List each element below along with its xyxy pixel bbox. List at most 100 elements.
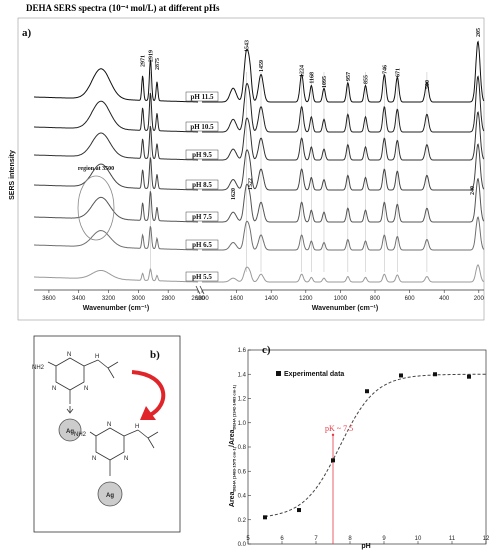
ring-n-2: N bbox=[52, 386, 56, 392]
scatter-y-tick-label: 1.0 bbox=[238, 421, 247, 427]
ph-label-box bbox=[185, 179, 219, 190]
ag-sphere-lower: Ag bbox=[97, 481, 123, 507]
right-tick-label: 200 bbox=[474, 296, 485, 302]
right-tick-label: 400 bbox=[439, 296, 450, 302]
peak-label: 2971 bbox=[141, 55, 147, 67]
pk-annotation: pK ~ 7.5 bbox=[325, 424, 353, 433]
spectrum-left-line bbox=[34, 157, 198, 191]
region-3500-ellipse bbox=[77, 175, 115, 241]
left-tick-label: 3600 bbox=[42, 296, 56, 302]
peak-label: 1543 bbox=[244, 40, 250, 52]
scatter-y-tick-label: 0.0 bbox=[238, 542, 247, 548]
ph-label: pH 11.5 bbox=[191, 93, 214, 101]
ph-label: pH 10.5 bbox=[190, 123, 214, 131]
spectrum-right-line bbox=[202, 75, 485, 133]
peak-label: 1224 bbox=[300, 65, 306, 77]
ph-label: pH 8.5 bbox=[192, 181, 212, 189]
peak-label: 855 bbox=[363, 75, 369, 84]
right-tick-label: 800 bbox=[370, 296, 381, 302]
spectrum-right-line bbox=[202, 264, 485, 283]
left-tick-label: 2600 bbox=[191, 296, 205, 302]
axis-break-mark bbox=[195, 285, 201, 295]
peak-guide-lines bbox=[150, 72, 428, 272]
peak-label: 500 bbox=[425, 80, 431, 89]
right-tick-label: 1000 bbox=[334, 296, 348, 302]
scatter-x-label: pH bbox=[361, 543, 370, 550]
ph-labels: pH 11.5 pH 10.5 pH 9.5 pH 8.5 pH 7.5 pH 6.5 pH… bbox=[185, 91, 219, 282]
peak-label: 205 bbox=[476, 28, 482, 37]
right-tick-label: 1600 bbox=[230, 296, 244, 302]
amine-label-upper: NH2 bbox=[32, 365, 45, 371]
legend-label: Experimental data bbox=[284, 371, 344, 378]
data-point bbox=[365, 389, 369, 394]
panel-b-label: b) bbox=[150, 349, 160, 361]
spectrum-right-line bbox=[202, 40, 485, 103]
hydrogen-label-lower: H bbox=[135, 424, 139, 430]
spectrum-left-line bbox=[34, 92, 198, 133]
data-point bbox=[263, 515, 267, 520]
y-label-sub1: DEHA (1483-1575 cm-1) bbox=[232, 446, 237, 491]
data-point bbox=[467, 374, 471, 379]
ph-label-box bbox=[185, 211, 219, 222]
right-tick-label: 1800 bbox=[195, 296, 209, 302]
spectra-left-x-ticks: 3600 3400 3200 3000 2800 2600 bbox=[42, 290, 205, 302]
region-annotation: region at 3500 bbox=[78, 166, 114, 172]
spectrum-left-line bbox=[34, 125, 198, 161]
ph-label-box bbox=[185, 271, 219, 282]
legend-marker bbox=[276, 371, 281, 376]
spectrum-left-line bbox=[34, 267, 198, 283]
scatter-x-tick-label: 8 bbox=[348, 536, 352, 542]
scatter-x-tick-label: 5 bbox=[246, 536, 250, 542]
scatter-y-tick-label: 1.6 bbox=[238, 348, 247, 354]
ph-label: pH 7.5 bbox=[192, 213, 212, 221]
spectrum-right-line bbox=[202, 111, 485, 161]
peak-label: 746 bbox=[382, 65, 388, 74]
scatter-x-tick-label: 11 bbox=[449, 536, 456, 542]
spectra-right-x-ticks: 1800 1600 1400 1200 1000 800 600 400 200 bbox=[195, 290, 484, 302]
y-label-sub2: DEHA (1342-1483 cm-1) bbox=[232, 384, 237, 429]
ph-label: pH 9.5 bbox=[192, 151, 212, 159]
peak-label: 240 bbox=[470, 186, 476, 195]
spectrum-left-line bbox=[34, 191, 198, 223]
red-arrow bbox=[131, 370, 166, 417]
ring-n-3: N bbox=[84, 386, 88, 392]
ring-n-4: N bbox=[107, 422, 111, 428]
right-tick-label: 1200 bbox=[299, 296, 313, 302]
hydrogen-label-upper: H bbox=[95, 354, 99, 360]
spectrum-right-line bbox=[202, 216, 485, 251]
scatter-y-tick-label: 0.8 bbox=[238, 445, 247, 451]
peak-label: 957 bbox=[346, 72, 352, 81]
scatter-y-tick-label: 1.4 bbox=[238, 372, 247, 378]
spectrum-right-line bbox=[202, 143, 485, 191]
amine-label-lower: NH2 bbox=[74, 432, 87, 438]
scatter-y-tick-label: 0.2 bbox=[238, 518, 247, 524]
ag-label-lower: Ag bbox=[106, 493, 114, 499]
scatter-y-tick-label: 0.6 bbox=[238, 469, 247, 475]
scatter-x-tick-label: 10 bbox=[415, 536, 422, 542]
pk-marker: pK ~ 7.5 bbox=[325, 424, 353, 544]
spectra-right-x-label: Wavenumber (cm⁻¹) bbox=[312, 305, 378, 312]
scatter-x-tick-label: 9 bbox=[382, 536, 386, 542]
scatter-points bbox=[263, 372, 471, 520]
ph-label-box bbox=[185, 239, 219, 250]
figure-title: DEHA SERS spectra (10⁻⁴ mol/L) at differ… bbox=[26, 3, 220, 13]
panel-c-axes bbox=[247, 349, 487, 545]
scatter-ticks: 5 6 7 8 9 10 11 12 0.0 0.2 0.4 0.6 0.8 1.0 1.2 1.4 1.6 bbox=[238, 348, 490, 548]
red-arrow-head bbox=[140, 406, 156, 420]
left-tick-label: 3200 bbox=[102, 296, 116, 302]
scatter-x-tick-label: 7 bbox=[314, 536, 318, 542]
ring-n-5: N bbox=[92, 456, 96, 462]
peak-label: 2919 bbox=[148, 50, 154, 62]
scatter-y-label: AreaDEHA (1483-1575 cm-1)/AreaDEHA (1342… bbox=[229, 384, 237, 507]
spectra-y-label: SERS intensity bbox=[9, 150, 16, 200]
ph-label-box bbox=[185, 149, 219, 160]
spectrum-left-line bbox=[34, 59, 198, 103]
ag-label-upper: Ag bbox=[66, 429, 74, 435]
panel-c-label: c) bbox=[262, 344, 271, 356]
right-tick-label: 1400 bbox=[265, 296, 279, 302]
peak-label: 1522 bbox=[248, 178, 254, 190]
peak-label: 1620 bbox=[231, 188, 237, 200]
right-tick-label: 600 bbox=[405, 296, 416, 302]
